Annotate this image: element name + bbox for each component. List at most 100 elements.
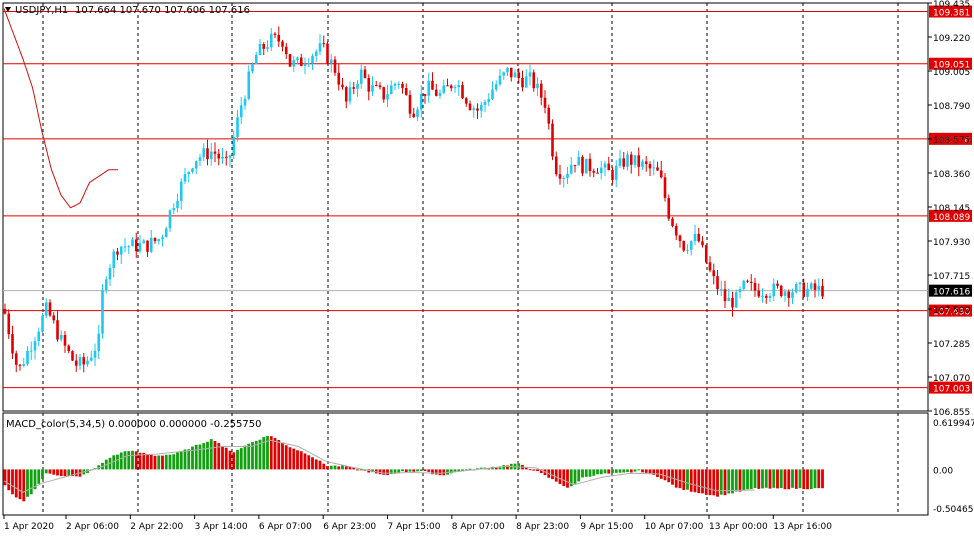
- macd-bar: [206, 442, 209, 470]
- candle-body: [761, 296, 764, 297]
- candle-body: [457, 85, 460, 87]
- candle-body: [802, 283, 805, 297]
- time-tick-label: 10 Apr 07:00: [645, 522, 704, 532]
- macd-bar: [716, 469, 719, 496]
- candle-body: [157, 239, 160, 241]
- macd-tick-label: 0.619947: [933, 419, 974, 429]
- price-tick-label: 109.220: [933, 34, 970, 44]
- macd-bar: [405, 469, 408, 472]
- candle-body: [326, 44, 329, 64]
- macd-bar: [169, 455, 172, 470]
- candle-body: [22, 364, 25, 366]
- macd-bar: [450, 469, 453, 473]
- macd-bar: [60, 469, 63, 476]
- candle-body: [589, 159, 592, 171]
- macd-bar: [731, 469, 734, 493]
- macd-bar: [37, 469, 40, 483]
- candle-body: [330, 60, 333, 64]
- candle-body: [281, 41, 284, 46]
- candle-body: [491, 89, 494, 98]
- candle-body: [19, 365, 22, 366]
- candle-body: [124, 246, 127, 247]
- candlesticks: [4, 26, 824, 372]
- macd-bar: [214, 441, 217, 469]
- candle-body: [469, 104, 472, 110]
- candle-body: [259, 44, 262, 55]
- macd-bar: [356, 469, 359, 470]
- candle-body: [416, 110, 419, 118]
- candle-body: [412, 114, 415, 117]
- macd-bar: [161, 456, 164, 470]
- candle-body: [551, 124, 554, 157]
- candle-body: [765, 296, 768, 298]
- candle-body: [202, 148, 205, 157]
- macd-bar: [780, 469, 783, 488]
- price-tick-label: 108.145: [933, 204, 970, 214]
- candle-body: [397, 84, 400, 85]
- candle-body: [210, 152, 213, 160]
- macd-bar: [22, 469, 25, 501]
- candle-body: [90, 358, 93, 361]
- candle-body: [604, 164, 607, 168]
- candle-body: [536, 84, 539, 88]
- candle-body: [757, 290, 760, 296]
- candle-body: [337, 73, 340, 85]
- macd-bar: [285, 445, 288, 469]
- macd-bar: [724, 469, 727, 495]
- horizontal-levels[interactable]: 109.381 109.051 108.576 108.089 107.490 107.0…: [3, 6, 972, 395]
- candle-body: [56, 320, 59, 339]
- macd-bar: [45, 469, 48, 473]
- candle-body: [322, 43, 325, 44]
- candle-body: [82, 357, 85, 364]
- candle-body: [645, 161, 648, 164]
- candle-body: [671, 219, 674, 226]
- candle-body: [75, 361, 78, 366]
- candle-body: [622, 158, 625, 166]
- candle-body: [401, 84, 404, 88]
- candle-body: [131, 239, 134, 246]
- candle-body: [716, 276, 719, 289]
- macd-bar: [592, 469, 595, 475]
- candle-body: [221, 157, 224, 159]
- candle-body: [296, 58, 299, 61]
- candle-body: [480, 105, 483, 111]
- candle-body: [199, 157, 202, 161]
- candle-body: [664, 177, 667, 198]
- macd-bar: [236, 450, 239, 469]
- candle-body: [187, 172, 190, 174]
- candle-body: [799, 283, 802, 285]
- macd-bar: [326, 466, 329, 469]
- candle-body: [611, 170, 614, 180]
- macd-bar: [131, 451, 134, 470]
- macd-header: MACD_color(5,34,5) 0.000000 0.000000 -0.…: [6, 419, 262, 430]
- macd-bar: [319, 461, 322, 470]
- candle-body: [596, 173, 599, 174]
- macd-bar: [622, 469, 625, 472]
- macd-bar: [157, 456, 160, 470]
- macd-bar: [124, 451, 127, 469]
- candle-body: [86, 361, 89, 365]
- candle-body: [67, 346, 70, 351]
- price-tick-label: 108.360: [933, 170, 970, 180]
- macd-bar: [697, 469, 700, 493]
- macd-bar: [529, 469, 532, 470]
- macd-bar: [694, 469, 697, 492]
- time-tick-label: 2 Apr 22:00: [130, 522, 183, 532]
- macd-bar: [221, 446, 224, 469]
- macd-bar: [120, 452, 123, 469]
- candle-body: [345, 87, 348, 101]
- candle-body: [64, 335, 67, 346]
- time-tick-label: 2 Apr 06:00: [66, 522, 119, 532]
- candle-body: [754, 283, 757, 291]
- candle-body: [420, 94, 423, 109]
- macd-bar: [649, 469, 652, 473]
- candle-body: [626, 155, 629, 167]
- macd-bar: [679, 469, 682, 488]
- candle-body: [555, 156, 558, 174]
- macd-bar: [532, 469, 535, 470]
- time-tick-label: 7 Apr 15:00: [388, 522, 441, 532]
- macd-bar: [641, 469, 644, 472]
- candle-body: [517, 72, 520, 78]
- candle-body: [772, 284, 775, 296]
